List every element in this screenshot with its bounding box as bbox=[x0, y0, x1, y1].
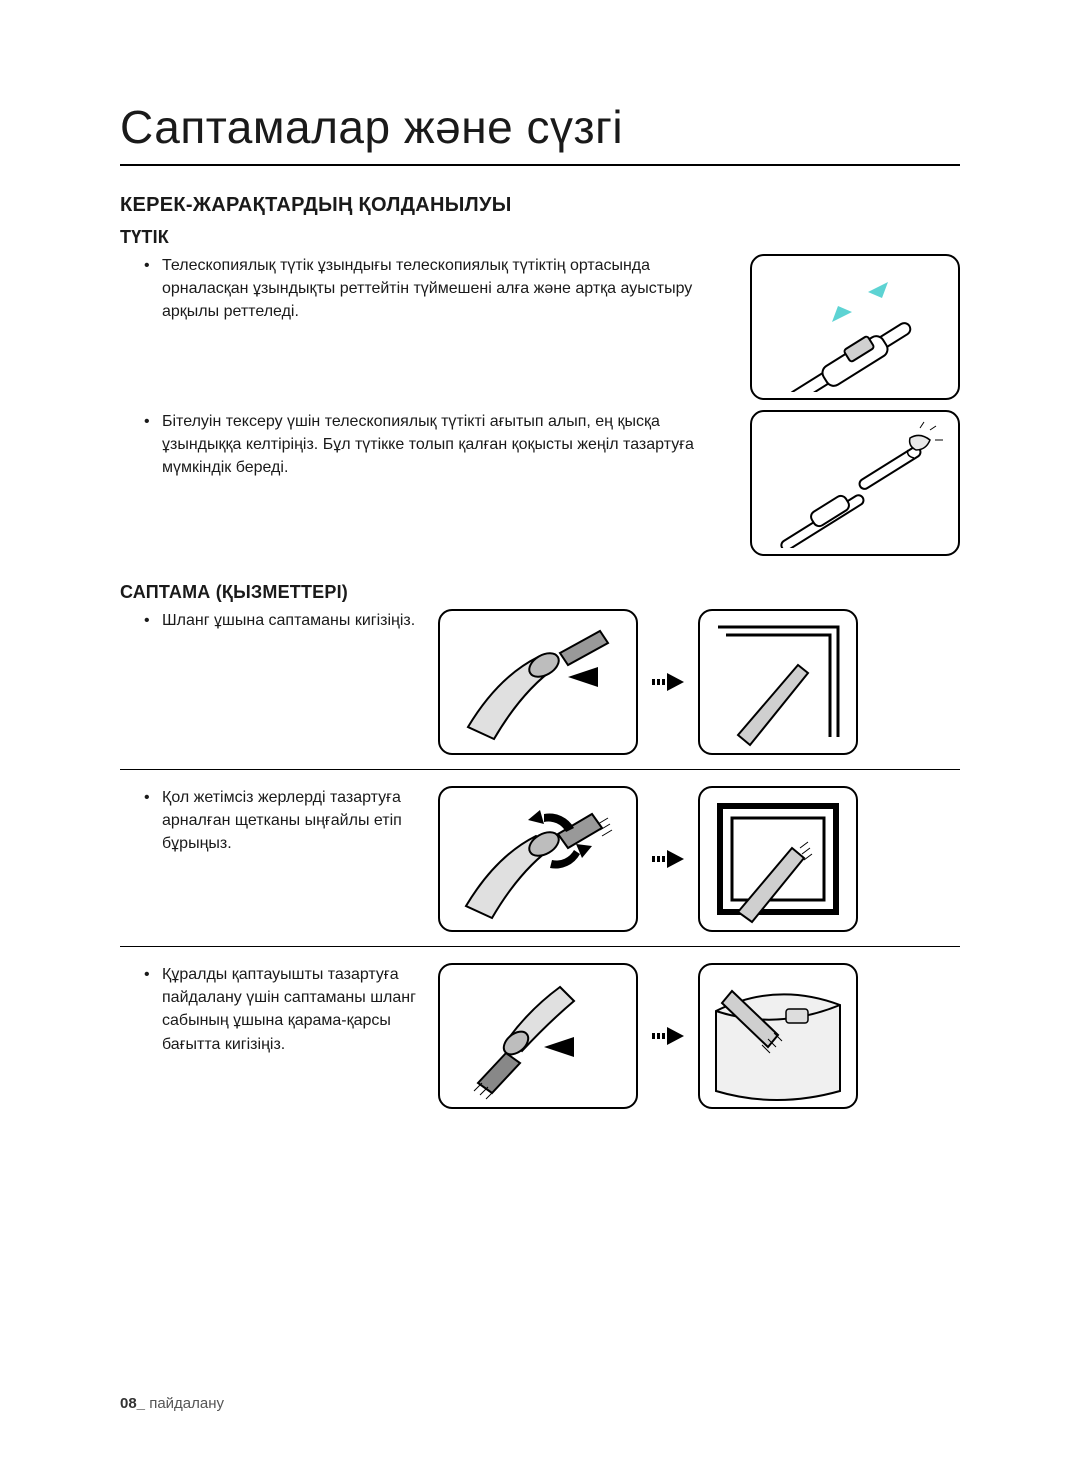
row-pipe-1: Телескопиялық түтік ұзындығы телескопиял… bbox=[120, 254, 960, 400]
upholstery-clean-icon bbox=[708, 971, 848, 1101]
row-nozzle-3: Құралды қаптауышты тазартуға пайдалану ү… bbox=[120, 963, 960, 1109]
figure-nozzle-attach-right bbox=[698, 609, 858, 755]
row-nozzle-2: Қол жетімсіз жерлерді тазартуға арналған… bbox=[120, 786, 960, 932]
brush-rotate-icon bbox=[448, 794, 628, 924]
figure-reverse-attach bbox=[438, 963, 858, 1109]
pipe-detach-icon bbox=[760, 418, 950, 548]
page-number: 08_ bbox=[120, 1395, 145, 1412]
arrow-icon bbox=[652, 673, 684, 691]
figure-brush-rotate-left bbox=[438, 786, 638, 932]
reverse-attach-icon bbox=[448, 971, 628, 1101]
arrow-icon bbox=[652, 850, 684, 868]
row-pipe-2: Бітелуін тексеру үшін телескопиялық түті… bbox=[120, 410, 960, 556]
text-pipe-2: Бітелуін тексеру үшін телескопиялық түті… bbox=[120, 410, 732, 484]
figure-telescopic-pipe-detach bbox=[750, 410, 960, 556]
figure-reverse-attach-left bbox=[438, 963, 638, 1109]
pipe-adjust-icon bbox=[760, 262, 950, 392]
bullet-nozzle-3: Құралды қаптауышты тазартуға пайдалану ү… bbox=[162, 963, 420, 1056]
figure-nozzle-attach bbox=[438, 609, 858, 755]
figure-brush-rotate bbox=[438, 786, 858, 932]
text-nozzle-3: Құралды қаптауышты тазартуға пайдалану ү… bbox=[120, 963, 420, 1060]
bullet-nozzle-2: Қол жетімсіз жерлерді тазартуға арналған… bbox=[162, 786, 420, 856]
nozzle-handle-icon bbox=[448, 617, 628, 747]
bullet-nozzle-1: Шланг ұшына саптаманы кигізіңіз. bbox=[162, 609, 420, 632]
section-heading-accessories: КЕРЕК-ЖАРАҚТАРДЫҢ ҚОЛДАНЫЛУЫ bbox=[120, 194, 960, 217]
sub-heading-nozzle: САПТАМА (ҚЫЗМЕТТЕРІ) bbox=[120, 582, 960, 603]
row-nozzle-1: Шланг ұшына саптаманы кигізіңіз. bbox=[120, 609, 960, 755]
crevice-use-icon bbox=[708, 617, 848, 747]
text-nozzle-2: Қол жетімсіз жерлерді тазартуға арналған… bbox=[120, 786, 420, 860]
divider bbox=[120, 946, 960, 947]
frame-brush-icon bbox=[708, 794, 848, 924]
bullet-pipe-2: Бітелуін тексеру үшін телескопиялық түті… bbox=[162, 410, 732, 480]
text-nozzle-1: Шланг ұшына саптаманы кигізіңіз. bbox=[120, 609, 420, 636]
page-title: Саптамалар жəне сүзгі bbox=[120, 100, 960, 166]
page-footer: 08_ пайдалану bbox=[120, 1395, 224, 1412]
figure-brush-rotate-right bbox=[698, 786, 858, 932]
divider bbox=[120, 769, 960, 770]
figure-reverse-attach-right bbox=[698, 963, 858, 1109]
manual-page: Саптамалар жəне сүзгі КЕРЕК-ЖАРАҚТАРДЫҢ … bbox=[0, 0, 1080, 1472]
footer-label: пайдалану bbox=[145, 1395, 224, 1412]
figure-nozzle-attach-left bbox=[438, 609, 638, 755]
bullet-pipe-1: Телескопиялық түтік ұзындығы телескопиял… bbox=[162, 254, 732, 324]
sub-heading-pipe: ТҮТІК bbox=[120, 227, 960, 248]
arrow-icon bbox=[652, 1027, 684, 1045]
text-pipe-1: Телескопиялық түтік ұзындығы телескопиял… bbox=[120, 254, 732, 328]
figure-telescopic-pipe-adjust bbox=[750, 254, 960, 400]
